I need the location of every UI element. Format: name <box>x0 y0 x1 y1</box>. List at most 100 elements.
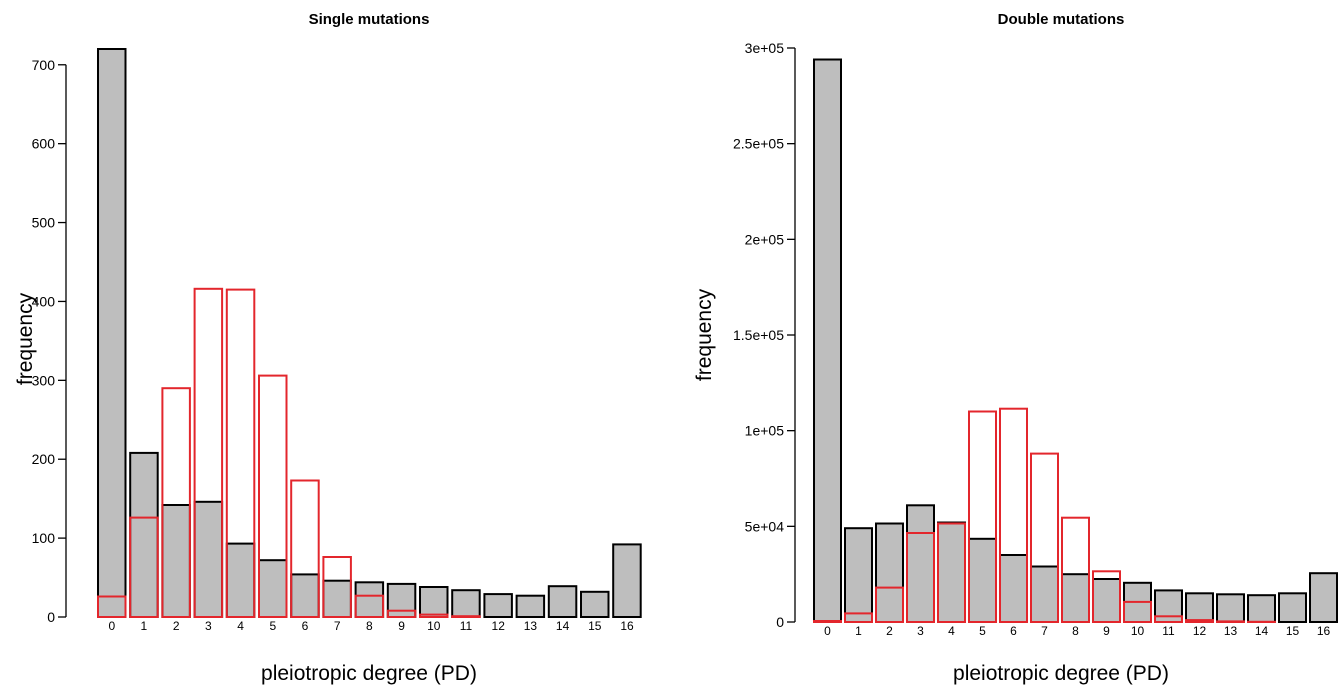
x-tick-label: 7 <box>1041 624 1048 638</box>
expected-bar-0 <box>97 595 127 618</box>
y-tick-label: 100 <box>32 530 56 546</box>
expected-bar-6 <box>290 479 320 618</box>
y-tick-label: 700 <box>32 57 56 73</box>
observed-bar-4 <box>225 542 256 618</box>
x-tick-label: 9 <box>398 619 405 633</box>
x-tick-labels: 0 1 2 3 4 5 6 7 8 9 10 11 12 13 14 15 16 <box>824 624 1330 638</box>
expected-bar-3 <box>193 287 224 618</box>
observed-bar-5 <box>258 559 288 619</box>
x-tick-label: 10 <box>1131 624 1145 638</box>
observed-bar-14 <box>547 585 578 619</box>
x-axis-title: pleiotropic degree (PD) <box>261 662 477 685</box>
x-tick-label: 13 <box>524 619 538 633</box>
y-tick-label: 400 <box>32 293 56 309</box>
observed-bar-5 <box>968 537 997 623</box>
observed-bar-1 <box>129 451 159 618</box>
y-tick-label: 600 <box>32 136 56 152</box>
x-tick-label: 0 <box>824 624 831 638</box>
observed-bar-0 <box>97 48 127 618</box>
expected-bar-0 <box>813 620 842 623</box>
observed-bar-2 <box>161 504 191 618</box>
x-tick-label: 5 <box>979 624 986 638</box>
x-tick-label: 16 <box>620 619 634 633</box>
x-tick-label: 7 <box>334 619 341 633</box>
expected-bar-10 <box>419 613 449 618</box>
panel-title: Single mutations <box>309 11 430 28</box>
observed-bar-2 <box>875 522 904 623</box>
x-tick-label: 14 <box>1255 624 1269 638</box>
x-tick-label: 2 <box>173 619 180 633</box>
x-tick-label: 12 <box>1193 624 1207 638</box>
observed-bar-0 <box>813 58 842 623</box>
y-tick-label: 1.5e+05 <box>733 327 784 343</box>
y-axis-title: frequency <box>693 288 716 381</box>
expected-bar-1 <box>129 516 159 618</box>
x-tick-label: 6 <box>302 619 309 633</box>
x-tick-label: 14 <box>556 619 570 633</box>
observed-bar-16 <box>612 543 642 619</box>
x-tick-label: 1 <box>141 619 148 633</box>
x-tick-label: 8 <box>1072 624 1079 638</box>
y-tick-label: 500 <box>32 215 56 231</box>
x-tick-label: 15 <box>1286 624 1300 638</box>
expected-bar-8 <box>354 594 385 619</box>
expected-bar-7 <box>322 556 352 618</box>
observed-bar-14 <box>1247 594 1276 624</box>
x-tick-label: 8 <box>366 619 373 633</box>
x-tick-label: 3 <box>917 624 924 638</box>
observed-bar-13 <box>1216 593 1245 623</box>
expected-bar-2 <box>875 586 904 623</box>
expected-bar-5 <box>968 410 997 623</box>
observed-bar-8 <box>354 581 385 618</box>
expected-bar-13 <box>1216 620 1245 624</box>
x-tick-label: 9 <box>1103 624 1110 638</box>
x-tick-label: 4 <box>948 624 955 638</box>
x-tick-label: 6 <box>1010 624 1017 638</box>
observed-bar-1 <box>844 527 873 624</box>
x-tick-label: 12 <box>492 619 506 633</box>
x-tick-label: 16 <box>1317 624 1331 638</box>
y-tick-label: 3e+05 <box>745 40 785 56</box>
expected-bar-9 <box>386 609 417 619</box>
y-tick-label: 0 <box>776 614 784 630</box>
expected-bar-11 <box>1154 615 1183 623</box>
x-tick-label: 11 <box>460 619 473 633</box>
expected-bar-10 <box>1123 600 1152 624</box>
observed-bar-3 <box>906 504 935 623</box>
x-tick-label: 3 <box>205 619 212 633</box>
x-tick-label: 10 <box>427 619 441 633</box>
y-tick-label: 1e+05 <box>745 423 785 439</box>
x-axis-title: pleiotropic degree (PD) <box>953 662 1169 685</box>
y-tick-label: 300 <box>32 372 56 388</box>
observed-bar-12 <box>1185 592 1214 623</box>
x-tick-label: 13 <box>1224 624 1238 638</box>
expected-bar-6 <box>999 407 1028 624</box>
y-axis-title: frequency <box>14 292 37 385</box>
double-mutations-panel: Double mutations frequency pleiotropic d… <box>693 11 1338 685</box>
x-tick-label: 1 <box>855 624 862 638</box>
expected-bar-11 <box>451 615 481 619</box>
observed-bar-15 <box>1278 592 1307 623</box>
y-tick-label: 2e+05 <box>745 231 785 247</box>
observed-bar-6 <box>290 573 320 619</box>
expected-bar-1 <box>844 612 873 624</box>
bars-layer <box>813 58 1338 624</box>
observed-bar-16 <box>1309 572 1338 624</box>
observed-bar-7 <box>1030 565 1059 623</box>
observed-bar-9 <box>1092 578 1121 623</box>
x-tick-label: 15 <box>588 619 602 633</box>
expected-bar-8 <box>1061 516 1090 624</box>
observed-bar-6 <box>999 554 1028 623</box>
observed-bar-9 <box>386 582 417 619</box>
x-tick-label: 0 <box>108 619 115 633</box>
x-tick-label: 2 <box>886 624 893 638</box>
y-tick-label: 2.5e+05 <box>733 136 784 152</box>
observed-bar-10 <box>419 586 449 618</box>
expected-bar-12 <box>1185 619 1214 623</box>
expected-bar-4 <box>937 522 966 623</box>
x-tick-label: 4 <box>237 619 244 633</box>
y-tick-label: 0 <box>47 609 55 625</box>
y-axis: 0 5e+04 1e+05 1.5e+05 2e+05 2.5e+05 3e+05 <box>733 40 796 630</box>
observed-bar-8 <box>1061 573 1090 624</box>
